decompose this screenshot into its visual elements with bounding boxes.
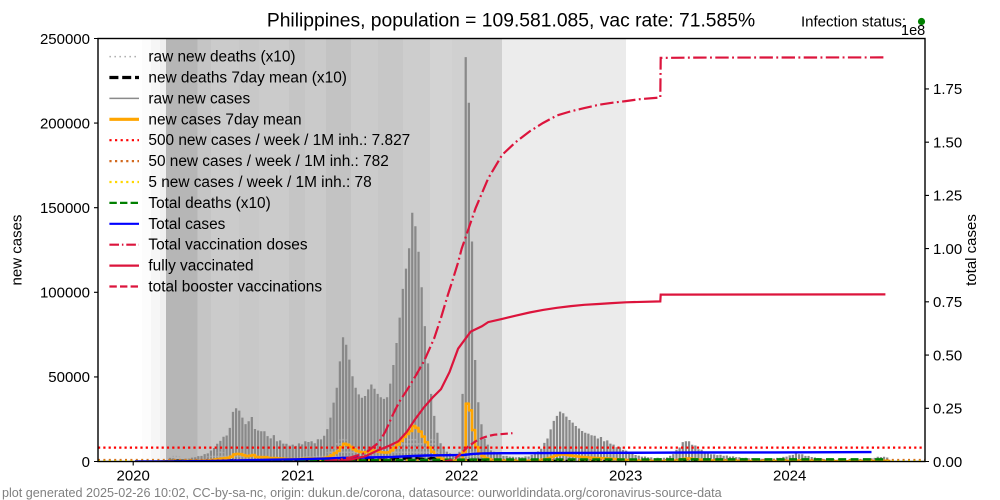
svg-text:1e8: 1e8: [901, 23, 925, 39]
svg-text:1.25: 1.25: [933, 188, 962, 205]
svg-text:200000: 200000: [40, 115, 90, 132]
svg-text:1.00: 1.00: [933, 241, 962, 258]
svg-text:raw new cases: raw new cases: [148, 90, 250, 107]
svg-text:2023: 2023: [609, 468, 642, 485]
svg-text:50 new cases / week / 1M inh.:: 50 new cases / week / 1M inh.: 782: [148, 153, 388, 170]
svg-text:Total deaths (x10): Total deaths (x10): [148, 195, 270, 212]
svg-text:250000: 250000: [40, 31, 90, 48]
svg-text:1.75: 1.75: [933, 81, 962, 98]
svg-text:0: 0: [82, 454, 90, 471]
svg-text:0.00: 0.00: [933, 454, 962, 471]
svg-text:total booster vaccinations: total booster vaccinations: [148, 279, 322, 296]
svg-text:100000: 100000: [40, 285, 90, 302]
svg-text:new cases 7day mean: new cases 7day mean: [148, 111, 301, 128]
svg-text:2022: 2022: [445, 468, 478, 485]
svg-text:1.50: 1.50: [933, 135, 962, 152]
svg-text:5 new cases / week / 1M inh.:: 5 new cases / week / 1M inh.: 78: [148, 174, 371, 191]
svg-text:new cases: new cases: [9, 215, 26, 286]
svg-text:500 new cases / week / 1M inh.: 500 new cases / week / 1M inh.: 7.827: [148, 132, 410, 149]
svg-text:raw new deaths (x10): raw new deaths (x10): [148, 49, 295, 66]
svg-text:2024: 2024: [773, 468, 806, 485]
svg-text:new deaths 7day mean (x10): new deaths 7day mean (x10): [148, 70, 347, 87]
svg-text:0.25: 0.25: [933, 401, 962, 418]
svg-text:2020: 2020: [117, 468, 150, 485]
svg-text:Infection status:: Infection status:: [801, 14, 906, 31]
svg-text:Total cases: Total cases: [148, 216, 225, 233]
svg-text:fully vaccinated: fully vaccinated: [148, 258, 253, 275]
svg-text:50000: 50000: [48, 369, 90, 386]
svg-text:Total vaccination doses: Total vaccination doses: [148, 237, 307, 254]
svg-text:Philippines, population = 109.: Philippines, population = 109.581.085, v…: [267, 11, 755, 32]
svg-text:plot generated 2025-02-26 10:0: plot generated 2025-02-26 10:02, CC-by-s…: [2, 486, 722, 500]
svg-text:total cases: total cases: [963, 214, 980, 286]
svg-text:2021: 2021: [281, 468, 314, 485]
svg-text:0.75: 0.75: [933, 294, 962, 311]
svg-text:150000: 150000: [40, 200, 90, 217]
svg-text:0.50: 0.50: [933, 347, 962, 364]
